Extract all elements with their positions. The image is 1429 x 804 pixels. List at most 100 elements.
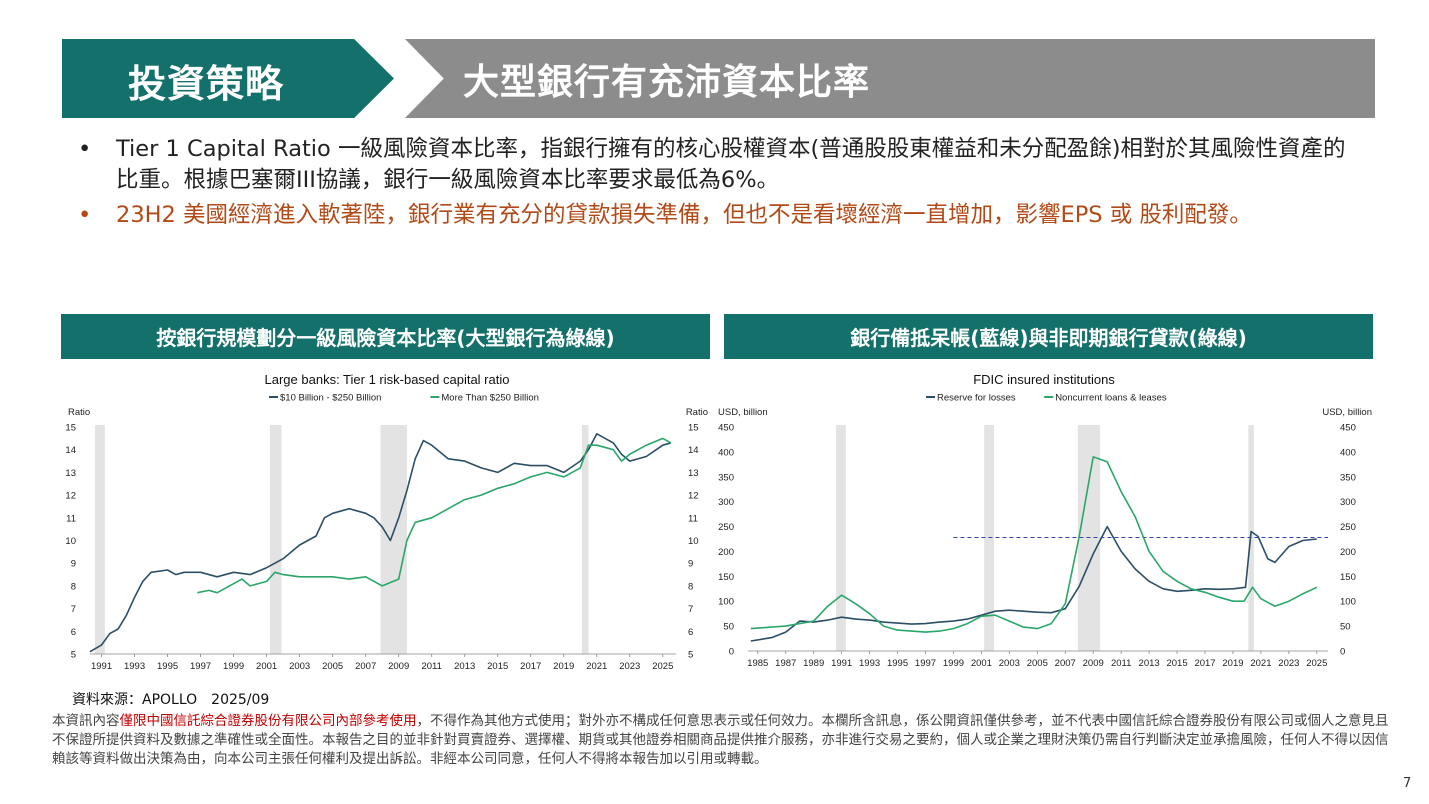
y-tick-label-left: 8 [71,581,76,592]
y-tick-label-left: 7 [71,604,76,615]
y-axis-title-left: USD, billion [718,407,768,418]
x-tick-label: 1995 [157,661,178,672]
y-tick-label-right: 12 [688,491,699,502]
x-tick-label: 2007 [1055,658,1076,669]
tier1-capital-ratio-chart: Large banks: Tier 1 risk-based capital r… [65,372,708,672]
page-title: 大型銀行有充沛資本比率 [463,62,871,103]
y-axis-title-right: USD, billion [1322,407,1372,418]
section-label: 投資策略 [128,62,285,106]
x-tick-label: 2021 [1250,658,1271,669]
y-tick-label-left: 50 [723,622,734,633]
y-tick-label-left: 6 [71,627,76,638]
y-tick-label-left: 15 [65,423,76,434]
x-tick-label: 1999 [223,661,244,672]
y-tick-label-right: 15 [688,423,699,434]
x-tick-label: 2005 [1027,658,1048,669]
y-axis-title-left: Ratio [68,407,90,418]
x-tick-label: 2019 [1222,658,1243,669]
y-tick-label-right: 400 [1340,447,1356,458]
bullet-marker: • [78,136,92,162]
y-tick-label-right: 450 [1340,423,1356,434]
title-banner: 大型銀行有充沛資本比率 [405,39,1375,118]
x-tick-label: 2007 [355,661,376,672]
series-line-1 [89,433,672,653]
x-tick-label: 2017 [520,661,541,672]
y-axis-title-right: Ratio [686,407,708,418]
x-tick-label: 2013 [1139,658,1160,669]
x-tick-label: 2017 [1194,658,1215,669]
x-tick-label: 1993 [124,661,145,672]
x-tick-label: 2001 [256,661,277,672]
y-tick-label-right: 7 [688,604,693,615]
y-tick-label-right: 200 [1340,547,1356,558]
x-tick-label: 1985 [747,658,768,669]
legend-label: Noncurrent loans & leases [1055,393,1167,404]
y-tick-label-left: 350 [718,472,734,483]
x-tick-label: 1997 [190,661,211,672]
y-tick-label-right: 14 [688,445,699,456]
x-tick-label: 1989 [803,658,824,669]
fdic-reserves-chart: FDIC insured institutions Reserve for los… [718,372,1372,669]
page-number: 7 [1403,776,1412,791]
disclaimer-prefix: 本資訊內容 [52,713,120,729]
y-tick-label-left: 10 [65,536,76,547]
x-tick-label: 2019 [553,661,574,672]
right-panel-title: 銀行備抵呆帳(藍線)與非即期銀行貸款(綠線) [724,314,1373,359]
bullet-list: • Tier 1 Capital Ratio 一級風險資本比率，指銀行擁有的核心… [78,134,1368,235]
legend-label: Reserve for losses [937,393,1016,404]
x-tick-label: 2011 [421,661,441,672]
x-tick-label: 2001 [971,658,992,669]
recession-band [581,425,589,654]
bullet-marker: • [78,202,92,228]
y-tick-label-left: 11 [66,513,76,524]
bullet-text: Tier 1 Capital Ratio 一級風險資本比率，指銀行擁有的核心股權… [116,136,1346,193]
y-tick-label-right: 8 [688,581,693,592]
y-tick-label-right: 5 [688,650,693,661]
x-tick-label: 1995 [887,658,908,669]
y-tick-label-left: 400 [718,447,734,458]
x-tick-label: 1993 [859,658,880,669]
y-tick-label-left: 13 [65,468,76,479]
x-tick-label: 2023 [1278,658,1299,669]
chart-title: FDIC insured institutions [973,372,1115,387]
recession-band [380,425,407,654]
x-tick-label: 2009 [388,661,409,672]
y-tick-label-right: 150 [1340,572,1356,583]
bullet-item-soft-landing: • 23H2 美國經濟進入軟著陸，銀行業有充分的貸款損失準備，但也不是看壞經濟一… [78,200,1368,231]
y-tick-label-right: 350 [1340,472,1356,483]
legend-label: $10 Billion - $250 Billion [280,393,381,404]
left-panel-title: 按銀行規模劃分一級風險資本比率(大型銀行為綠線) [61,314,710,359]
y-tick-label-left: 300 [718,497,734,508]
x-tick-label: 2021 [586,661,607,672]
x-tick-label: 2015 [487,661,508,672]
y-tick-label-right: 11 [688,513,698,524]
y-tick-label-right: 13 [688,468,699,479]
x-tick-label: 2005 [322,661,343,672]
x-tick-label: 1999 [943,658,964,669]
y-tick-label-right: 250 [1340,522,1356,533]
x-tick-label: 2003 [999,658,1020,669]
y-tick-label-left: 100 [718,597,734,608]
recession-band [836,425,846,651]
bullet-text: 23H2 美國經濟進入軟著陸，銀行業有充分的貸款損失準備，但也不是看壞經濟一直增… [116,202,1252,228]
y-tick-label-right: 300 [1340,497,1356,508]
x-tick-label: 2025 [1306,658,1327,669]
y-tick-label-left: 12 [65,491,76,502]
x-tick-label: 2011 [1111,658,1131,669]
x-tick-label: 1997 [915,658,936,669]
y-tick-label-left: 9 [71,559,76,570]
series-line-2 [750,456,1318,633]
section-label-banner: 投資策略 [62,39,394,118]
x-tick-label: 2003 [289,661,310,672]
disclaimer-highlight: 僅限中國信託綜合證券股份有限公司內部參考使用 [119,713,417,729]
y-tick-label-right: 10 [688,536,699,547]
series-line-2 [197,437,672,594]
chart-title: Large banks: Tier 1 risk-based capital r… [265,372,510,387]
legend-label: More Than $250 Billion [441,393,539,404]
y-tick-label-right: 9 [688,559,693,570]
x-tick-label: 2009 [1083,658,1104,669]
y-tick-label-left: 200 [718,547,734,558]
y-tick-label-right: 100 [1340,597,1356,608]
y-tick-label-left: 14 [65,445,76,456]
y-tick-label-left: 5 [71,650,76,661]
